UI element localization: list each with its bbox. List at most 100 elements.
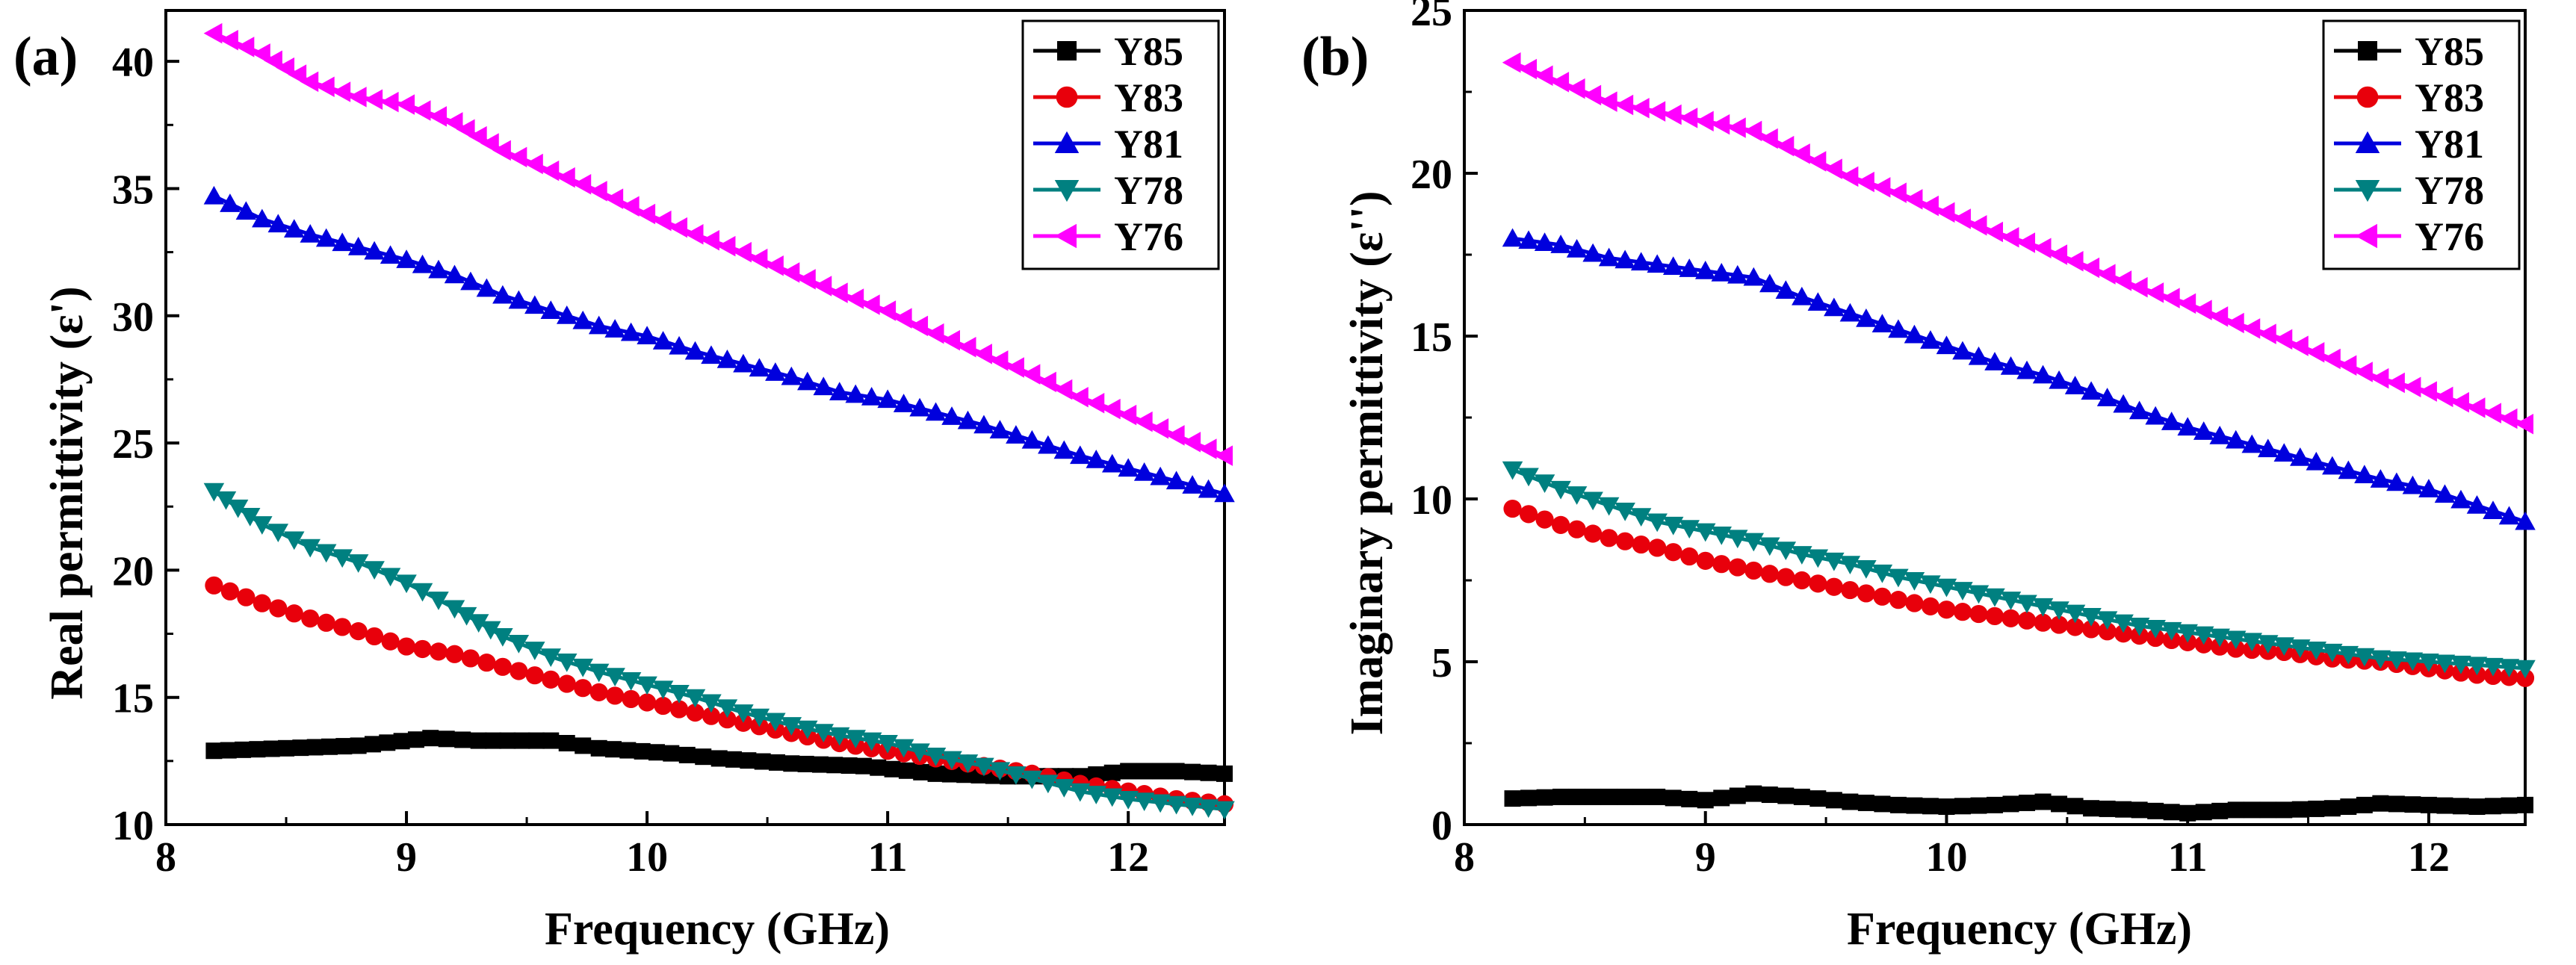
data-point-y78-b bbox=[2322, 643, 2343, 663]
data-point-y85-a bbox=[1216, 765, 1233, 782]
data-point-y76-a bbox=[252, 43, 270, 64]
data-point-y78-b bbox=[2000, 592, 2022, 610]
data-point-y83-b bbox=[1503, 499, 1522, 518]
x-tick-label-a: 10 bbox=[626, 834, 668, 881]
data-point-y76-b bbox=[1727, 117, 1746, 138]
data-point-y78-a bbox=[428, 592, 449, 610]
data-point-y76-b bbox=[2113, 270, 2132, 291]
data-point-y78-b bbox=[1502, 461, 1523, 480]
data-point-y76-b bbox=[1871, 177, 1891, 198]
data-point-y76-a bbox=[620, 196, 640, 217]
data-point-y81-b bbox=[1824, 297, 1845, 317]
data-point-y76-a bbox=[1182, 432, 1201, 453]
data-point-y85-b bbox=[2019, 794, 2036, 811]
data-point-y85-b bbox=[2356, 796, 2373, 813]
data-point-y85-a bbox=[797, 755, 814, 772]
data-point-y83-b bbox=[1809, 574, 1827, 593]
series-markers-y78-b bbox=[1502, 461, 2536, 679]
data-point-y78-b bbox=[2113, 614, 2134, 633]
data-point-y81-b bbox=[1534, 232, 1555, 252]
data-point-y83-b bbox=[2034, 613, 2052, 632]
data-point-y83-b bbox=[1777, 568, 1795, 586]
data-point-y78-b bbox=[2177, 624, 2198, 643]
x-tick-label-b: 12 bbox=[2408, 834, 2450, 881]
data-point-y81-b bbox=[1936, 335, 1957, 355]
data-point-y76-a bbox=[1006, 357, 1024, 378]
data-point-y78-a bbox=[1198, 799, 1219, 819]
data-point-y81-b bbox=[1775, 280, 1797, 299]
data-point-y85-b bbox=[2388, 795, 2405, 813]
data-point-y85-a bbox=[840, 757, 858, 774]
data-point-y76-a bbox=[941, 329, 961, 351]
data-point-y76-a bbox=[1086, 392, 1105, 414]
data-point-y76-a bbox=[669, 217, 688, 238]
data-point-y76-b bbox=[1743, 120, 1762, 142]
data-point-y81-b bbox=[2064, 376, 2086, 394]
data-point-y76-a bbox=[428, 106, 447, 127]
data-point-y76-a bbox=[1150, 418, 1169, 439]
data-point-y76-a bbox=[797, 269, 816, 290]
data-point-y78-a bbox=[1086, 786, 1106, 804]
data-point-y85-b bbox=[1874, 795, 1891, 813]
data-point-y78-b bbox=[1888, 568, 1909, 588]
data-point-y81-b bbox=[2290, 447, 2311, 466]
data-point-y78-b bbox=[2354, 648, 2375, 667]
legend-label-y85-a: Y85 bbox=[1114, 29, 1183, 74]
data-point-y76-b bbox=[2466, 397, 2486, 418]
data-point-y85-a bbox=[484, 732, 501, 749]
data-point-y83-a bbox=[333, 618, 352, 636]
panel-a-real-permittivity: (a) Real permittivity (ε') Frequency (GH… bbox=[13, 9, 1235, 955]
data-point-y85-a bbox=[1120, 763, 1137, 780]
data-point-y83-b bbox=[1680, 547, 1699, 566]
data-point-y78-b bbox=[2209, 628, 2230, 648]
data-point-y81-a bbox=[1182, 475, 1203, 494]
data-point-y78-a bbox=[973, 757, 994, 777]
x-tick-label-b: 11 bbox=[2168, 834, 2208, 881]
data-point-y83-a bbox=[542, 670, 560, 689]
y-tick-label-b: 20 bbox=[1411, 152, 1452, 198]
data-point-y78-b bbox=[2370, 650, 2391, 669]
data-point-y76-a bbox=[1165, 425, 1185, 446]
data-point-y85-a bbox=[422, 730, 439, 747]
data-point-y78-a bbox=[203, 482, 225, 502]
data-point-y78-a bbox=[1118, 790, 1139, 810]
data-point-y83-a bbox=[510, 662, 528, 680]
data-point-y83-a bbox=[253, 594, 271, 612]
data-point-y81-b bbox=[1694, 261, 1716, 279]
data-point-y83-a bbox=[637, 693, 657, 712]
data-point-y81-b bbox=[2113, 394, 2134, 413]
data-point-y83-b bbox=[1937, 601, 1956, 619]
data-point-y78-a bbox=[332, 549, 353, 568]
data-point-y81-a bbox=[1165, 471, 1187, 490]
data-point-y76-b bbox=[2386, 372, 2405, 394]
data-point-y76-a bbox=[444, 112, 463, 133]
data-point-y81-a bbox=[813, 376, 835, 396]
data-point-y78-b bbox=[1984, 588, 2005, 607]
y-tick-label-b: 25 bbox=[1411, 0, 1452, 35]
data-point-y83-b bbox=[1921, 597, 1940, 615]
data-point-y83-b bbox=[1953, 603, 1972, 621]
data-point-y78-a bbox=[845, 730, 866, 748]
data-point-y78-b bbox=[1518, 468, 1539, 487]
data-point-y81-a bbox=[1118, 458, 1139, 477]
data-point-y78-a bbox=[893, 739, 914, 758]
data-point-y76-b bbox=[1598, 91, 1617, 112]
data-point-y76-a bbox=[203, 22, 223, 44]
data-point-y85-b bbox=[1938, 798, 1955, 816]
data-point-y78-b bbox=[1743, 533, 1765, 552]
data-point-y76-a bbox=[701, 229, 719, 251]
data-point-y81-b bbox=[2193, 421, 2214, 440]
data-point-y78-b bbox=[1775, 542, 1797, 561]
data-point-y76-b bbox=[2145, 282, 2164, 303]
data-point-y85-b bbox=[1809, 790, 1827, 807]
data-point-y81-b bbox=[2096, 388, 2118, 406]
data-point-y76-a bbox=[813, 276, 832, 297]
data-point-y76-a bbox=[235, 37, 255, 58]
data-point-y78-a bbox=[637, 676, 657, 695]
data-point-y78-b bbox=[1792, 546, 1812, 565]
data-point-y81-b bbox=[1679, 258, 1700, 277]
data-point-y76-a bbox=[1070, 387, 1089, 408]
y-tick-label-b: 0 bbox=[1431, 803, 1452, 849]
data-point-y76-a bbox=[652, 210, 672, 232]
